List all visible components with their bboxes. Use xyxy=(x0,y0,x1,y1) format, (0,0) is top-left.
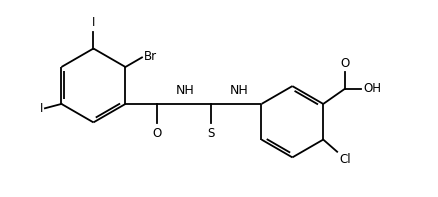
Text: NH: NH xyxy=(230,84,248,97)
Text: S: S xyxy=(206,127,214,140)
Text: Br: Br xyxy=(143,50,156,63)
Text: O: O xyxy=(339,57,349,70)
Text: I: I xyxy=(40,102,43,115)
Text: O: O xyxy=(152,127,161,140)
Text: I: I xyxy=(92,16,95,29)
Text: OH: OH xyxy=(362,82,380,95)
Text: NH: NH xyxy=(176,84,194,97)
Text: Cl: Cl xyxy=(338,153,350,166)
